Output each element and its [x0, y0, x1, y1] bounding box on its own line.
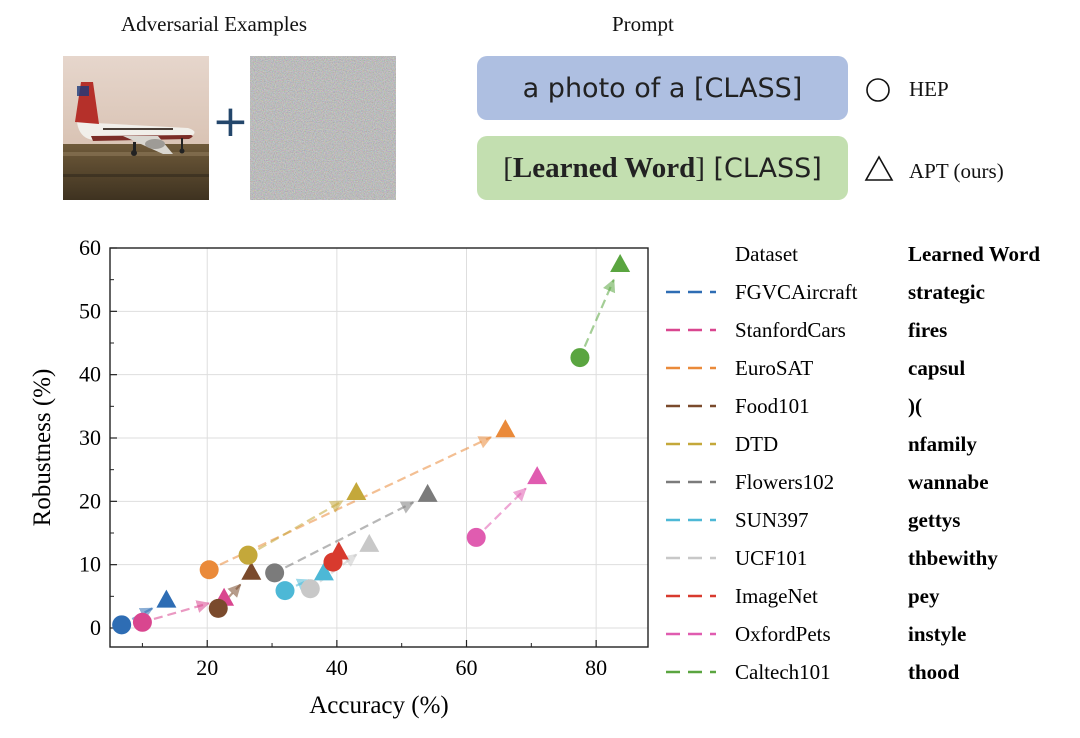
- legend-word-imagenet: pey: [908, 584, 940, 608]
- hep-marker-oxfordpets: [466, 527, 486, 547]
- y-tick-label: 40: [79, 362, 101, 387]
- apt-marker-eurosat: [495, 419, 516, 438]
- legend-learned-word-header: Learned Word: [908, 242, 1040, 266]
- legend-dataset-food101: Food101: [735, 394, 810, 418]
- y-tick-label: 50: [79, 298, 101, 323]
- apt-marker-imagenet: [328, 541, 349, 560]
- legend-dataset-dtd: DTD: [735, 432, 778, 456]
- legend-word-stanfordcars: fires: [908, 318, 947, 342]
- circle-marker-icon: [866, 78, 890, 102]
- apt-marker-food101: [241, 561, 262, 580]
- airplane-image: [63, 56, 209, 200]
- apt-prompt-close-bracket: ]: [695, 151, 705, 184]
- y-tick-label: 60: [79, 235, 101, 260]
- arrow-sun397: [295, 578, 311, 591]
- apt-marker-fgvcaircraft: [156, 589, 177, 608]
- legend-dataset-stanfordcars: StanfordCars: [735, 318, 846, 342]
- x-tick-label: 40: [326, 655, 348, 680]
- legend-dataset-flowers102: Flowers102: [735, 470, 834, 494]
- legend-word-fgvcaircraft: strategic: [908, 280, 985, 304]
- apt-marker-sun397: [313, 562, 334, 581]
- legend-dataset-header: Dataset: [735, 242, 798, 266]
- robustness-accuracy-chart: 20 40 60 80 0 10 20 30 40 50 60 Accuracy (%) Robus…: [29, 235, 1040, 719]
- grid: [110, 247, 648, 647]
- hep-prompt-text: a photo of a [CLASS]: [522, 72, 803, 104]
- arrow-oxfordpets: [483, 487, 527, 530]
- hep-marker-sun397: [275, 581, 295, 601]
- hep-marker-eurosat: [199, 560, 219, 580]
- legend-word-eurosat: capsul: [908, 356, 965, 380]
- prompt-title: Prompt: [612, 12, 674, 36]
- legend-dataset-eurosat: EuroSAT: [735, 356, 813, 380]
- arrow-dtd: [257, 500, 344, 551]
- legend-word-sun397: gettys: [908, 508, 960, 532]
- hep-marker-food101: [208, 598, 228, 618]
- hep-marker-flowers102: [265, 563, 285, 583]
- hep-marker-dtd: [238, 545, 258, 565]
- apt-marker-dtd: [346, 481, 367, 500]
- legend-dataset-sun397: SUN397: [735, 508, 809, 532]
- x-tick-label: 60: [456, 655, 478, 680]
- apt-marker-flowers102: [417, 483, 438, 502]
- arrow-stanfordcars: [153, 600, 210, 621]
- markers: [112, 253, 631, 635]
- legend-word-food101: )(: [908, 394, 922, 418]
- y-tick-label: 0: [90, 615, 101, 640]
- legend-word-flowers102: wannabe: [908, 470, 989, 494]
- apt-prompt-box: [Learned Word] [CLASS]: [477, 136, 848, 200]
- x-tick-label: 20: [196, 655, 218, 680]
- axis-ticks: 20 40 60 80 0 10 20 30 40 50 60: [79, 235, 607, 680]
- apt-prompt-class: [CLASS]: [704, 152, 822, 184]
- triangle-marker-icon: [864, 155, 894, 181]
- y-axis-label: Robustness (%): [29, 369, 56, 527]
- legend-dataset-oxfordpets: OxfordPets: [735, 622, 831, 646]
- plus-sign: +: [212, 96, 249, 147]
- y-tick-label: 20: [79, 488, 101, 513]
- hep-marker-stanfordcars: [132, 612, 152, 632]
- hep-marker-caltech101: [570, 348, 590, 368]
- y-tick-label: 10: [79, 552, 101, 577]
- apt-label: APT (ours): [909, 159, 1004, 183]
- y-tick-label: 30: [79, 425, 101, 450]
- arrow-eurosat: [219, 436, 493, 566]
- legend-dataset-fgvcaircraft: FGVCAircraft: [735, 280, 858, 304]
- apt-marker-ucf101: [359, 533, 380, 552]
- x-axis-label: Accuracy (%): [309, 692, 449, 719]
- legend-dataset-imagenet: ImageNet: [735, 584, 818, 608]
- legend-word-oxfordpets: instyle: [908, 622, 966, 646]
- legend-dataset-ucf101: UCF101: [735, 546, 807, 570]
- hep-marker-ucf101: [300, 579, 320, 599]
- hep-label: HEP: [909, 77, 949, 101]
- apt-marker-oxfordpets: [527, 466, 548, 485]
- hep-prompt-box: a photo of a [CLASS]: [477, 56, 848, 120]
- legend-word-caltech101: thood: [908, 660, 960, 684]
- arrow-caltech101: [583, 278, 616, 347]
- legend-word-dtd: nfamily: [908, 432, 977, 456]
- legend: Dataset Learned Word FGVCAircraft strateg…: [666, 242, 1040, 684]
- noise-image: [250, 56, 396, 200]
- legend-dataset-caltech101: Caltech101: [735, 660, 831, 684]
- hep-marker-fgvcaircraft: [112, 615, 132, 635]
- x-tick-label: 80: [585, 655, 607, 680]
- arrow-flowers102: [284, 501, 415, 569]
- plot-frame: [109, 247, 649, 648]
- apt-marker-caltech101: [610, 253, 631, 272]
- legend-word-ucf101: thbewithy: [908, 546, 998, 570]
- adversarial-examples-title: Adversarial Examples: [121, 12, 308, 36]
- apt-prompt-open-bracket: [: [503, 151, 513, 184]
- apt-prompt-learned-word: Learned Word: [512, 151, 696, 184]
